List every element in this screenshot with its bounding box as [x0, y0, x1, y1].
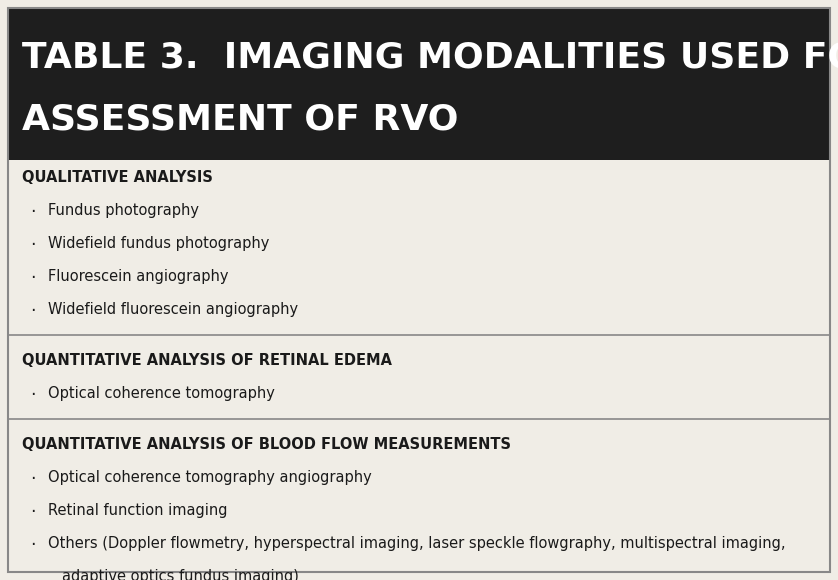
Text: ·: · — [30, 470, 35, 488]
Bar — [8, 8, 830, 160]
Text: ·: · — [30, 503, 35, 521]
Text: ·: · — [30, 269, 35, 287]
Text: ·: · — [30, 203, 35, 221]
Text: QUANTITATIVE ANALYSIS OF RETINAL EDEMA: QUANTITATIVE ANALYSIS OF RETINAL EDEMA — [22, 353, 392, 368]
Text: Others (Doppler flowmetry, hyperspectral imaging, laser speckle flowgraphy, mult: Others (Doppler flowmetry, hyperspectral… — [48, 536, 785, 551]
Text: Fluorescein angiography: Fluorescein angiography — [48, 269, 229, 284]
Text: TABLE 3.  IMAGING MODALITIES USED FOR: TABLE 3. IMAGING MODALITIES USED FOR — [22, 41, 838, 75]
Text: QUANTITATIVE ANALYSIS OF BLOOD FLOW MEASUREMENTS: QUANTITATIVE ANALYSIS OF BLOOD FLOW MEAS… — [22, 437, 511, 452]
Text: ·: · — [30, 236, 35, 254]
Text: Widefield fundus photography: Widefield fundus photography — [48, 236, 269, 251]
Text: QUALITATIVE ANALYSIS: QUALITATIVE ANALYSIS — [22, 170, 213, 185]
Text: adaptive optics fundus imaging): adaptive optics fundus imaging) — [62, 569, 299, 580]
Text: ·: · — [30, 386, 35, 404]
Text: Widefield fluorescein angiography: Widefield fluorescein angiography — [48, 302, 298, 317]
Text: Retinal function imaging: Retinal function imaging — [48, 503, 227, 518]
Text: Optical coherence tomography: Optical coherence tomography — [48, 386, 275, 401]
Bar — [8, 160, 830, 572]
Text: ·: · — [30, 302, 35, 320]
Text: ASSESSMENT OF RVO: ASSESSMENT OF RVO — [22, 103, 458, 137]
Text: Fundus photography: Fundus photography — [48, 203, 199, 218]
Text: Optical coherence tomography angiography: Optical coherence tomography angiography — [48, 470, 372, 485]
Text: ·: · — [30, 536, 35, 554]
